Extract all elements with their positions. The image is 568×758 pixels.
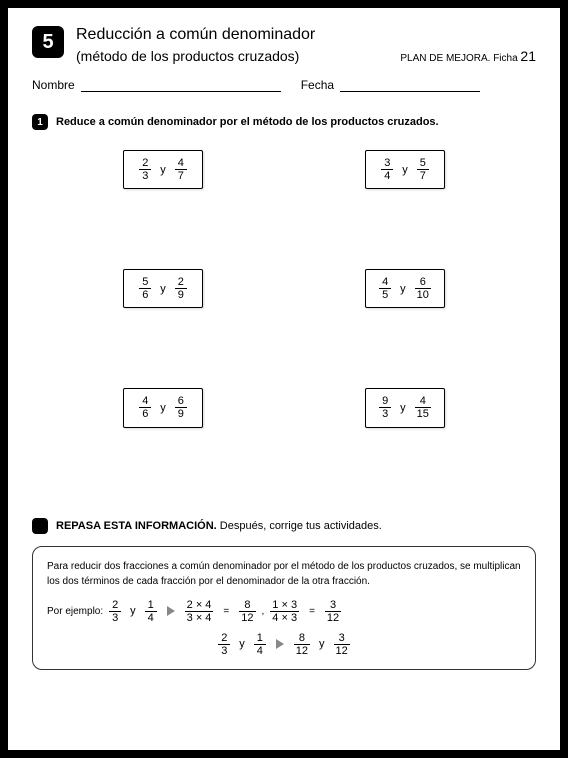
exercise-number-badge: 1	[32, 114, 48, 130]
y-separator: y	[400, 283, 406, 295]
title-block: Reducción a común denominador (método de…	[76, 26, 536, 64]
fraction: 610	[415, 276, 431, 301]
date-label: Fecha	[301, 78, 334, 92]
name-field: Nombre	[32, 78, 281, 92]
fields-row: Nombre Fecha	[32, 78, 536, 92]
plan-number: 21	[520, 48, 536, 64]
equals: =	[223, 604, 229, 619]
review-after-text: Después, corrige tus actividades.	[217, 520, 382, 532]
y-separator: y	[400, 402, 406, 414]
unit-number-badge: 5	[32, 26, 64, 58]
problems-grid: 23 y 47 34 y 57 56 y 29 45 y 610 46 y 69 93 y 415	[32, 150, 536, 428]
name-input-line[interactable]	[81, 91, 281, 92]
triangle-icon	[276, 639, 284, 649]
y-separator: y	[402, 164, 408, 176]
exercise-1: 1 Reduce a común denominador por el méto…	[32, 114, 536, 428]
problem-box: 45 y 610	[365, 269, 445, 308]
fraction: 56	[139, 276, 151, 301]
y-separator: y	[160, 164, 166, 176]
problem-box: 93 y 415	[365, 388, 445, 427]
fraction: 415	[415, 395, 431, 420]
plan-label: PLAN DE MEJORA. Ficha 21	[400, 48, 536, 64]
fraction: 23	[139, 157, 151, 182]
review-text: Para reducir dos fracciones a común deno…	[47, 559, 521, 589]
fraction: 812	[294, 632, 310, 657]
fraction: 312	[325, 599, 341, 624]
fraction: 2 × 43 × 4	[185, 599, 214, 624]
review-box: Para reducir dos fracciones a común deno…	[32, 546, 536, 670]
fraction: 93	[379, 395, 391, 420]
fraction: 14	[145, 599, 157, 624]
y-separator: y	[130, 603, 136, 620]
review-section: REPASA ESTA INFORMACIÓN. Después, corrig…	[32, 518, 536, 670]
problem-box: 23 y 47	[123, 150, 203, 189]
date-input-line[interactable]	[340, 91, 480, 92]
name-label: Nombre	[32, 78, 75, 92]
fraction: 57	[417, 157, 429, 182]
problem-box: 46 y 69	[123, 388, 203, 427]
main-title: Reducción a común denominador	[76, 26, 536, 44]
fraction: 812	[239, 599, 255, 624]
y-separator: y	[160, 402, 166, 414]
review-badge	[32, 518, 48, 534]
fraction: 1 × 34 × 3	[270, 599, 299, 624]
fraction: 45	[379, 276, 391, 301]
review-title-text: REPASA ESTA INFORMACIÓN.	[56, 520, 217, 532]
review-head: REPASA ESTA INFORMACIÓN. Después, corrig…	[32, 518, 536, 534]
fraction: 47	[175, 157, 187, 182]
worksheet-page: 5 Reducción a común denominador (método …	[8, 8, 560, 750]
problem-box: 34 y 57	[365, 150, 445, 189]
date-field: Fecha	[301, 78, 480, 92]
y-separator: y	[160, 283, 166, 295]
comma: ,	[262, 604, 265, 619]
y-separator: y	[319, 636, 325, 653]
fraction: 23	[109, 599, 121, 624]
exercise-1-head: 1 Reduce a común denominador por el méto…	[32, 114, 536, 130]
plan-label-text: PLAN DE MEJORA. Ficha	[400, 53, 520, 64]
header: 5 Reducción a común denominador (método …	[32, 26, 536, 64]
fraction: 46	[139, 395, 151, 420]
review-title: REPASA ESTA INFORMACIÓN. Después, corrig…	[56, 520, 382, 532]
equals: =	[309, 604, 315, 619]
fraction: 312	[334, 632, 350, 657]
example-row-1: Por ejemplo: 23 y 14 2 × 43 × 4 = 812 , …	[47, 599, 521, 624]
problem-box: 56 y 29	[123, 269, 203, 308]
fraction: 34	[381, 157, 393, 182]
example-label: Por ejemplo:	[47, 604, 103, 619]
example-row-2: 23 y 14 812 y 312	[47, 632, 521, 657]
subtitle: (método de los productos cruzados)	[76, 48, 299, 64]
y-separator: y	[239, 636, 245, 653]
fraction: 69	[175, 395, 187, 420]
exercise-1-instruction: Reduce a común denominador por el método…	[56, 116, 439, 128]
triangle-icon	[167, 606, 175, 616]
fraction: 23	[218, 632, 230, 657]
fraction: 14	[254, 632, 266, 657]
fraction: 29	[175, 276, 187, 301]
